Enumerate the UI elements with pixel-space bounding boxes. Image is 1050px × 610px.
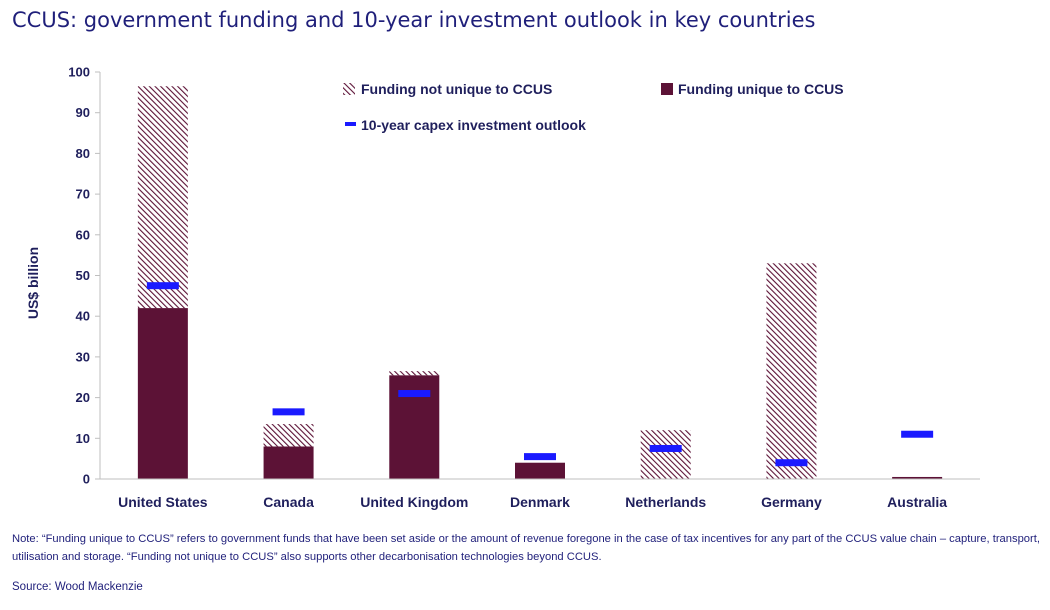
bar-unique-canada [263,446,314,479]
y-tick-label: 10 [76,431,90,446]
y-tick-label: 100 [68,65,90,80]
stacked-bar-chart: 0 10 20 30 40 50 60 70 80 90 100 United States Cana… [25,65,980,510]
y-tick-label: 0 [83,472,90,487]
y-tick-label: 90 [76,105,90,120]
x-tick-label: United Kingdom [360,494,468,510]
y-tick-label: 50 [76,268,90,283]
outlook-marker-australia [901,430,934,438]
y-tick-label: 20 [76,390,90,405]
legend-swatch-unique [661,83,673,95]
bar-not-unique-germany [766,263,817,479]
y-tick-label: 60 [76,227,90,242]
x-tick-label: Germany [761,494,822,510]
x-tick-label: Canada [263,494,314,510]
bar-unique-united-states [137,308,188,479]
x-tick-label: Netherlands [625,494,706,510]
outlook-marker-united-states [146,282,179,290]
x-tick-label: Denmark [510,494,570,510]
y-tick-label: 80 [76,146,90,161]
x-tick-label: United States [118,494,208,510]
outlook-markers [146,282,934,467]
outlook-marker-canada [272,408,305,416]
legend-swatch-outlook [345,122,356,126]
y-tick-label: 70 [76,187,90,202]
bar-unique-denmark [515,462,565,479]
chart-source: Source: Wood Mackenzie [12,581,143,593]
outlook-marker-germany [775,459,808,467]
bar-not-unique-canada [263,424,314,447]
bar-unique-australia [892,476,943,479]
outlook-marker-united-kingdom [398,390,431,398]
chart-title: CCUS: government funding and 10-year inv… [12,8,816,32]
outlook-marker-denmark [524,453,556,461]
y-tick-label: 40 [76,309,90,324]
outlook-marker-netherlands [649,444,682,452]
y-axis-label: US$ billion [25,247,41,319]
y-tick-label: 30 [76,349,90,364]
bar-not-unique-netherlands [640,430,691,479]
chart-note: Note: “Funding unique to CCUS” refers to… [12,533,1040,563]
x-tick-label: Australia [887,494,947,510]
legend-swatch-not-unique [343,83,355,95]
legend-label-unique: Funding unique to CCUS [678,81,844,97]
x-axis: United States Canada United Kingdom Denmark… [100,478,980,510]
bars [137,86,943,479]
legend-label-outlook: 10-year capex investment outlook [361,117,586,133]
bar-not-unique-united-kingdom [389,371,440,376]
legend-label-not-unique: Funding not unique to CCUS [361,81,552,97]
legend: Funding not unique to CCUS Funding uniqu… [343,81,844,133]
y-axis: 0 10 20 30 40 50 60 70 80 90 100 [68,65,101,487]
bar-not-unique-united-states [137,86,188,309]
